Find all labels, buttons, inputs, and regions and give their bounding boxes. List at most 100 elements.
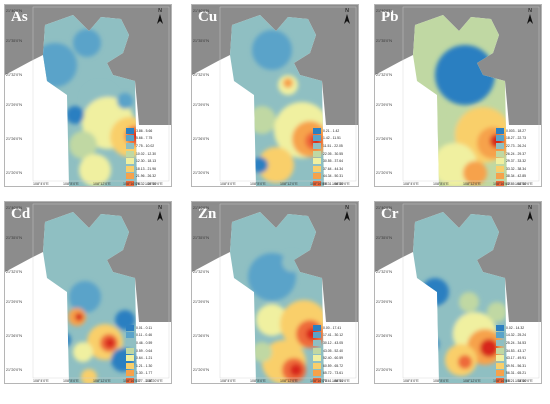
legend-item: 22.73 - 26.24 [496, 142, 541, 150]
legend-label: 1.42 - 11.51 [323, 136, 341, 141]
legend-swatch [126, 165, 134, 172]
concentration-zone [458, 355, 472, 369]
north-arrow-icon: N [525, 9, 535, 24]
latitude-tick: 21°20'0"N [6, 368, 22, 372]
longitude-tick: 108°4'0"E [220, 182, 236, 186]
latitude-tick: 21°40'0"N [193, 206, 209, 210]
land-mass [5, 202, 171, 322]
latitude-tick: 21°20'0"N [193, 171, 209, 175]
legend-item: 26.32 - 29.95 [126, 180, 171, 186]
legend-item: 0.01 - 0.11 [126, 324, 171, 332]
map-canvas [375, 202, 541, 383]
legend-item: 50.31 - 56.85 [313, 180, 358, 186]
legend-item: 65.21 - 74.60 [496, 377, 541, 383]
longitude-tick: 108°20'0"E [145, 379, 163, 383]
legend-item: 0.003 - 18.27 [496, 127, 541, 135]
latitude-tick: 21°20'0"N [376, 171, 392, 175]
latitude-tick: 21°35'0"N [6, 236, 22, 240]
legend-item: 1.42 - 11.51 [313, 135, 358, 143]
legend: 0.003 - 18.27 18.27 - 22.73 22.73 - 26.24 2… [496, 127, 541, 186]
concentration-zone [252, 30, 292, 70]
legend-swatch [313, 339, 321, 346]
latitude-tick: 21°29'0"N [376, 300, 392, 304]
latitude-tick: 21°26'0"N [6, 334, 22, 338]
latitude-tick: 21°26'0"N [193, 334, 209, 338]
concentration-zone [487, 302, 507, 322]
longitude-tick: 108°4'0"E [33, 182, 49, 186]
legend-item: 3.86 - 5.66 [126, 127, 171, 135]
legend-label: 25.24 - 34.53 [506, 340, 526, 345]
concentration-zone [66, 106, 84, 124]
legend-swatch [313, 180, 321, 186]
longitude-tick: 108°16'0"E [123, 182, 141, 186]
map-panel-cr: Cr N 0.02 - 14.32 14.32 - 25.24 25.24 - 34.5… [374, 201, 542, 384]
legend-label: 1.21 - 1.30 [136, 363, 153, 368]
north-label: N [345, 205, 349, 211]
legend-swatch [496, 370, 504, 377]
legend-item: 0.46 - 0.59 [126, 339, 171, 347]
latitude-tick: 21°40'0"N [6, 206, 22, 210]
legend-swatch [496, 324, 504, 331]
legend-item: 11.51 - 22.05 [313, 142, 358, 150]
longitude-tick: 108°20'0"E [145, 182, 163, 186]
concentration-zone [252, 157, 268, 173]
legend-swatch [313, 347, 321, 354]
legend-label: 56.31 - 65.21 [506, 371, 526, 376]
land-mass [375, 5, 541, 125]
legend-item: 18.13 - 21.96 [126, 165, 171, 173]
legend-label: 0.64 - 1.21 [136, 356, 153, 361]
latitude-tick: 21°35'0"N [376, 39, 392, 43]
legend-item: 38.34 - 42.85 [496, 173, 541, 181]
legend-label: 11.51 - 22.05 [323, 143, 343, 148]
concentration-zone [69, 131, 97, 159]
legend-item: 56.31 - 65.21 [496, 370, 541, 378]
north-label: N [528, 8, 532, 14]
legend-item: 42.85 - 52.98 [496, 180, 541, 186]
legend-swatch [496, 165, 504, 172]
legend-label: 49.91 - 56.31 [506, 363, 526, 368]
legend-label: 7.75 - 10.02 [136, 143, 155, 148]
legend-swatch [126, 339, 134, 346]
legend-swatch [496, 347, 504, 354]
legend-label: 43.05 - 52.40 [323, 348, 343, 353]
concentration-zone [290, 364, 302, 376]
concentration-zone [463, 161, 487, 185]
concentration-zone [81, 369, 97, 383]
legend-swatch [313, 377, 321, 383]
legend-item: 65.72 - 73.61 [313, 370, 358, 378]
latitude-tick: 21°32'0"N [376, 73, 392, 77]
legend: 0.02 - 14.32 14.32 - 25.24 25.24 - 34.53 34… [496, 324, 541, 383]
concentration-zone [248, 106, 276, 134]
legend-item: 26.24 - 29.37 [496, 150, 541, 158]
legend-swatch [126, 173, 134, 180]
legend-swatch [126, 158, 134, 165]
legend-swatch [496, 377, 504, 383]
concentration-zone [283, 78, 293, 88]
map-panel-zn: Zn N 0.00 - 17.41 17.41 - 30.12 30.12 - 43.0… [191, 201, 359, 384]
legend-item: 22.05 - 30.55 [313, 150, 358, 158]
element-label: Zn [198, 206, 217, 222]
legend-item: 33.32 - 38.34 [496, 165, 541, 173]
legend-swatch [313, 355, 321, 362]
longitude-tick: 108°4'0"E [403, 379, 419, 383]
element-label: Cr [381, 206, 399, 222]
legend: 0.21 - 1.42 1.42 - 11.51 11.51 - 22.05 22.0… [313, 127, 358, 186]
longitude-tick: 108°12'0"E [463, 182, 481, 186]
legend-swatch [496, 180, 504, 186]
legend-swatch [126, 127, 134, 134]
legend-item: 0.00 - 17.41 [313, 324, 358, 332]
legend-swatch [496, 142, 504, 149]
legend-label: 22.73 - 26.24 [506, 143, 526, 148]
legend-label: 52.40 - 60.59 [323, 356, 343, 361]
concentration-surface [43, 212, 137, 383]
longitude-tick: 108°20'0"E [515, 182, 533, 186]
legend-swatch [313, 173, 321, 180]
legend-swatch [126, 135, 134, 142]
longitude-tick: 108°8'0"E [433, 379, 449, 383]
concentration-zone [480, 339, 498, 357]
legend-label: 50.31 - 56.85 [323, 181, 343, 186]
longitude-tick: 108°4'0"E [403, 182, 419, 186]
longitude-tick: 108°8'0"E [63, 182, 79, 186]
legend-swatch [313, 332, 321, 339]
legend-swatch [126, 370, 134, 377]
